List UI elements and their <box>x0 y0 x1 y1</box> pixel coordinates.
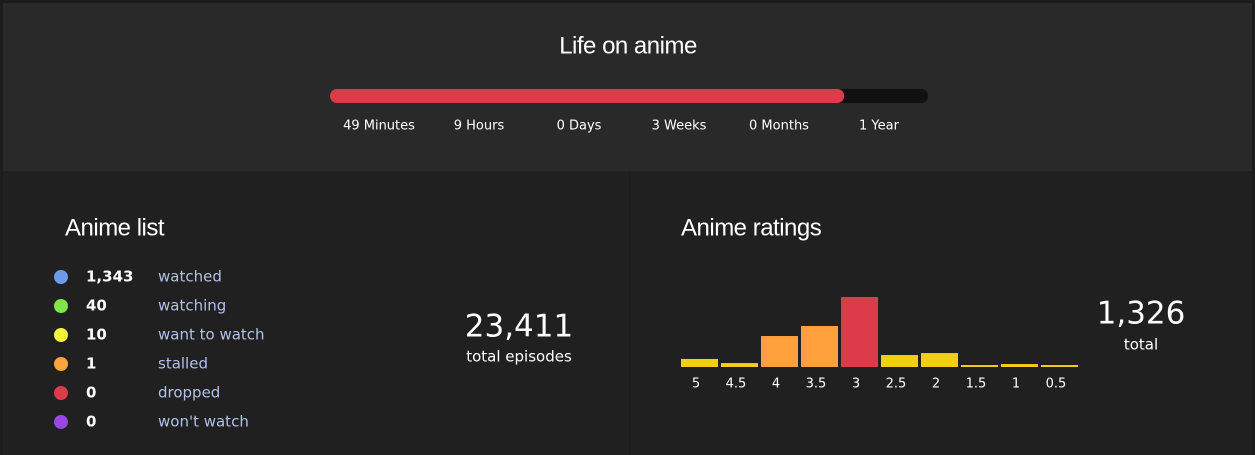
life-panel <box>3 3 1252 171</box>
scale-label: 9 Hours <box>454 119 505 134</box>
rating-label: 3 <box>852 377 860 392</box>
ratings-total-label: total <box>1124 336 1158 354</box>
episodes-label: total episodes <box>466 348 572 366</box>
rating-bar <box>1041 365 1078 367</box>
rating-bar <box>721 363 758 367</box>
rating-label: 0.5 <box>1046 377 1067 392</box>
rating-bar <box>961 365 998 367</box>
status-label: want to watch <box>158 326 265 344</box>
rating-label: 3.5 <box>806 377 827 392</box>
rating-bar <box>761 336 798 367</box>
status-count: 0 <box>86 413 96 431</box>
ratings-panel <box>630 171 1252 455</box>
list-title: Anime list <box>65 214 165 241</box>
scale-label: 3 Weeks <box>652 119 707 134</box>
status-dot <box>54 415 68 429</box>
scale-label: 0 Months <box>749 119 809 134</box>
rating-label: 2.5 <box>886 377 907 392</box>
status-dot <box>54 357 68 371</box>
status-dot <box>54 328 68 342</box>
list-panel <box>3 171 629 455</box>
status-count: 40 <box>86 297 107 315</box>
scale-label: 0 Days <box>557 119 602 134</box>
rating-label: 5 <box>692 377 700 392</box>
progress-fill <box>330 89 845 103</box>
status-label: dropped <box>158 384 220 402</box>
status-label: watching <box>158 297 226 315</box>
status-dot <box>54 386 68 400</box>
status-dot <box>54 270 68 284</box>
rating-bar <box>921 353 958 367</box>
status-label: stalled <box>158 355 208 373</box>
scale-label: 49 Minutes <box>343 119 415 134</box>
rating-bar <box>681 358 718 367</box>
rating-bar <box>1001 364 1038 367</box>
episodes-total: 23,411 <box>465 309 573 345</box>
status-label: won't watch <box>158 413 249 431</box>
status-count: 1 <box>86 355 96 373</box>
rating-bar <box>841 297 878 367</box>
rating-label: 1.5 <box>966 377 987 392</box>
scale-label: 1 Year <box>859 119 900 134</box>
status-dot <box>54 299 68 313</box>
status-count: 1,343 <box>86 268 133 286</box>
status-label: watched <box>158 268 222 286</box>
ratings-title: Anime ratings <box>681 214 822 241</box>
life-title: Life on anime <box>559 32 697 59</box>
rating-label: 4 <box>772 377 780 392</box>
rating-bar <box>801 326 838 367</box>
ratings-total: 1,326 <box>1097 296 1186 332</box>
status-count: 0 <box>86 384 96 402</box>
rating-label: 2 <box>932 377 940 392</box>
rating-label: 4.5 <box>726 377 747 392</box>
rating-label: 1 <box>1012 377 1020 392</box>
rating-bar <box>881 355 918 367</box>
status-count: 10 <box>86 326 107 344</box>
